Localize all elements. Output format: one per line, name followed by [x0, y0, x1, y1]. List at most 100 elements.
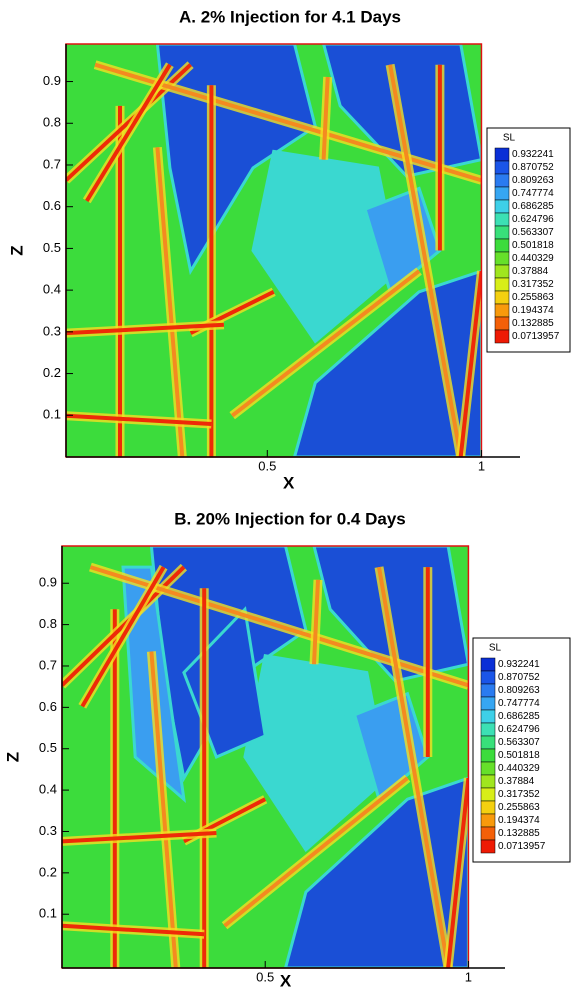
legend-label: 0.809263 [512, 175, 554, 186]
legend-swatch [494, 329, 510, 344]
fracture [80, 566, 166, 708]
legend-label: 0.0713957 [498, 841, 546, 852]
legend-label: 0.255863 [498, 802, 540, 813]
legend-label: 0.317352 [498, 789, 540, 800]
legend-label: 0.686285 [498, 711, 540, 722]
y-axis-title: Z [7, 245, 26, 255]
x-axis-title: X [280, 971, 292, 990]
legend-swatch [480, 787, 496, 802]
legend-swatch [494, 186, 510, 201]
y-tick-label: 0.4 [43, 282, 61, 297]
legend-swatch [494, 212, 510, 227]
legend-swatch [494, 199, 510, 214]
legend-swatch [494, 264, 510, 279]
chart-title: B. 20% Injection for 0.4 Days [174, 509, 405, 528]
legend-swatch [480, 826, 496, 841]
legend-label: 0.870752 [512, 162, 554, 173]
y-tick-label: 0.9 [39, 575, 57, 590]
contour-region [283, 691, 349, 802]
fracture [388, 64, 463, 457]
y-tick-label: 0.3 [43, 323, 61, 338]
legend-label: 0.747774 [512, 188, 554, 199]
x-tick-label: 0.5 [256, 969, 274, 984]
fracture [312, 579, 320, 665]
legend-label: 0.0713957 [512, 331, 560, 342]
fracture [62, 923, 205, 937]
y-tick-label: 0.3 [39, 823, 57, 838]
y-tick-label: 0.1 [43, 407, 61, 422]
legend-swatch [480, 748, 496, 763]
legend-swatch [494, 147, 510, 162]
legend-swatch [494, 225, 510, 240]
legend-swatch [494, 290, 510, 305]
legend-label: 0.132885 [512, 318, 554, 329]
y-tick-label: 0.6 [39, 699, 57, 714]
legend-label: 0.932241 [512, 149, 554, 160]
contour-region [155, 44, 318, 276]
fracture [85, 63, 172, 202]
legend-swatch [480, 813, 496, 828]
panel: 0.5 1 0.1 0.2 0.3 0.4 0.5 0.6 0.7 0.8 0.9 B. 20% In… [3, 509, 571, 990]
panel: 0.5 1 0.1 0.2 0.3 0.4 0.5 0.6 0.7 0.8 0.9 A. 2% Inj… [7, 7, 571, 492]
fracture [62, 831, 217, 844]
legend-swatch [494, 251, 510, 266]
fracture [149, 651, 178, 968]
legend-swatch [480, 839, 496, 854]
legend-swatch [494, 316, 510, 331]
legend-label: 0.870752 [498, 672, 540, 683]
legend-label: 0.809263 [498, 685, 540, 696]
legend-label: 0.563307 [498, 737, 540, 748]
y-tick-label: 0.6 [43, 198, 61, 213]
x-tick-label: 1 [478, 458, 485, 473]
legend-swatch [480, 657, 496, 672]
fracture [377, 566, 451, 968]
y-tick-label: 0.2 [39, 864, 57, 879]
x-tick-label: 0.5 [258, 458, 276, 473]
y-tick-label: 0.7 [39, 657, 57, 672]
y-tick-label: 0.9 [43, 73, 61, 88]
chart-title: A. 2% Injection for 4.1 Days [179, 7, 401, 26]
legend-label: 0.747774 [498, 698, 540, 709]
legend-label: 0.317352 [512, 279, 554, 290]
legend-label: 0.624796 [498, 724, 540, 735]
legend-swatch [480, 696, 496, 711]
legend-label: 0.624796 [512, 214, 554, 225]
legend-swatch [494, 277, 510, 292]
legend-swatch [480, 735, 496, 750]
legend-label: 0.501818 [498, 750, 540, 761]
x-axis-title: X [283, 473, 295, 492]
y-tick-label: 0.4 [39, 782, 57, 797]
contour-field [62, 546, 469, 968]
y-tick-label: 0.2 [43, 365, 61, 380]
legend-label: 0.686285 [512, 201, 554, 212]
legend-swatch [494, 303, 510, 318]
fracture [230, 269, 421, 418]
y-axis-title: Z [3, 752, 22, 762]
legend-swatch [480, 774, 496, 789]
y-tick-label: 0.8 [39, 616, 57, 631]
legend-label: 0.563307 [512, 227, 554, 238]
legend-title: SL [489, 643, 502, 654]
legend-label: 0.194374 [512, 305, 554, 316]
x-tick-label: 1 [465, 969, 472, 984]
legend-swatch [494, 160, 510, 175]
legend-label: 0.501818 [512, 240, 554, 251]
y-tick-label: 0.7 [43, 156, 61, 171]
fracture [446, 777, 469, 968]
fracture [223, 776, 409, 928]
legend-label: 0.132885 [498, 828, 540, 839]
contour-field [66, 44, 482, 457]
y-tick-label: 0.8 [43, 115, 61, 130]
legend-swatch [480, 670, 496, 685]
fracture [66, 413, 212, 426]
legend-label: 0.440329 [512, 253, 554, 264]
legend-label: 0.37884 [498, 776, 535, 787]
y-tick-label: 0.5 [39, 740, 57, 755]
legend-title: SL [503, 133, 516, 144]
legend-swatch [494, 173, 510, 188]
y-tick-label: 0.1 [39, 906, 57, 921]
legend-swatch [480, 709, 496, 724]
legend-label: 0.932241 [498, 659, 540, 670]
